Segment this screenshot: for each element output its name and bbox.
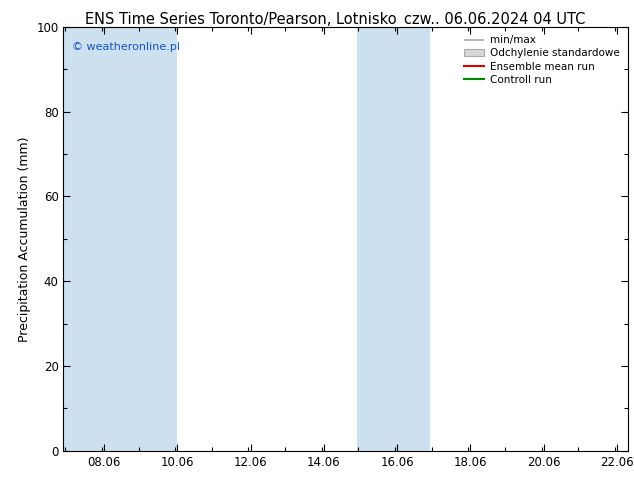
Text: © weatheronline.pl: © weatheronline.pl <box>72 42 180 52</box>
Bar <box>356 27 430 451</box>
Text: ENS Time Series Toronto/Pearson, Lotnisko: ENS Time Series Toronto/Pearson, Lotnisk… <box>85 12 397 27</box>
Text: czw.. 06.06.2024 04 UTC: czw.. 06.06.2024 04 UTC <box>404 12 585 27</box>
Bar <box>63 27 178 451</box>
Y-axis label: Precipitation Accumulation (mm): Precipitation Accumulation (mm) <box>18 136 30 342</box>
Legend: min/max, Odchylenie standardowe, Ensemble mean run, Controll run: min/max, Odchylenie standardowe, Ensembl… <box>460 32 623 88</box>
